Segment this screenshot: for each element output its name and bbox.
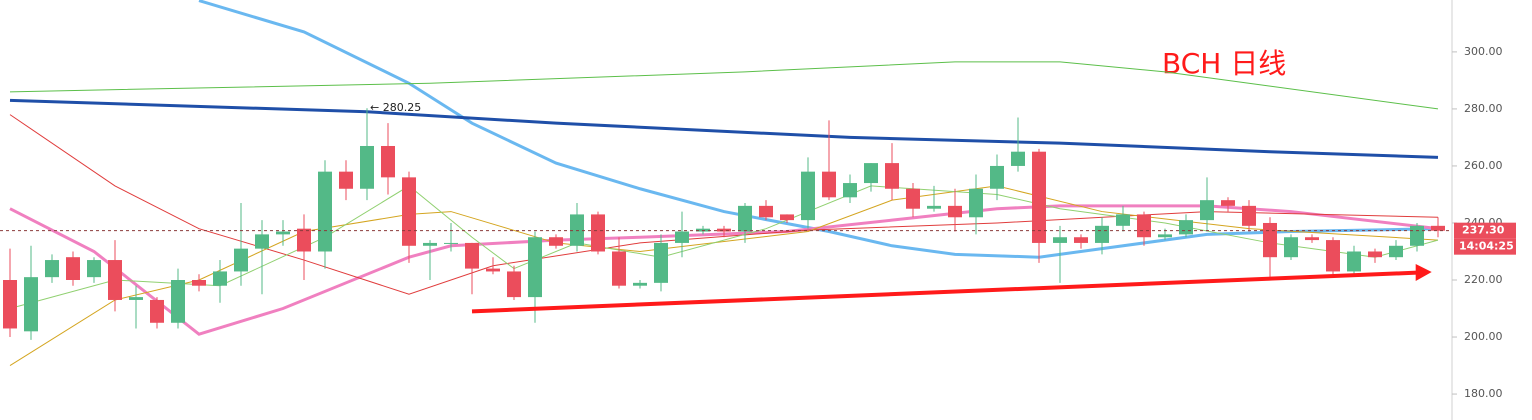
moving-average-line [198, 0, 1439, 259]
moving-average-line [9, 61, 1439, 110]
candle-body [486, 268, 500, 272]
candle-body [843, 183, 857, 198]
candle-body [255, 234, 269, 249]
y-tick-label: 260.00 [1464, 159, 1503, 172]
candle-body [1368, 251, 1382, 258]
candle-body [360, 145, 374, 189]
candle-body [1305, 237, 1319, 241]
candle-body [822, 171, 836, 198]
candle-body [1053, 237, 1067, 243]
candle-body [1179, 220, 1193, 235]
candle-body [444, 242, 458, 244]
trend-arrow-head [1415, 264, 1432, 282]
candle-body [339, 171, 353, 189]
candle-body [129, 297, 143, 300]
candle-body [45, 260, 59, 278]
candle-body [3, 280, 17, 329]
candle-body [192, 280, 206, 286]
candle-body [948, 205, 962, 218]
candle-body [1137, 214, 1151, 238]
candle-body [969, 188, 983, 218]
candle-body [864, 163, 878, 184]
candle-body [1158, 234, 1172, 238]
candle-body [1347, 251, 1361, 272]
y-tick-label: 180.00 [1464, 387, 1503, 400]
candle-body [1326, 240, 1340, 272]
candle-body [885, 163, 899, 189]
candle-body [213, 271, 227, 286]
chart-title: BCH 日线 [1162, 47, 1286, 80]
candle-body [1032, 151, 1046, 243]
high-annotation: ← 280.25 [370, 101, 421, 114]
candle-body [612, 251, 626, 286]
candle-body [654, 242, 668, 283]
candle-body [1221, 200, 1235, 206]
countdown-box [1454, 238, 1516, 255]
candle-body [591, 214, 605, 252]
candle-body [906, 188, 920, 209]
candle-body [738, 205, 752, 232]
countdown-label: 14:04:25 [1459, 240, 1514, 253]
candle-body [1242, 205, 1256, 226]
candle-body [108, 260, 122, 300]
candle-body [1200, 200, 1214, 221]
candle-body [1074, 237, 1088, 243]
y-tick-label: 200.00 [1464, 330, 1503, 343]
candle-body [780, 214, 794, 221]
last-price-box [1454, 222, 1516, 239]
candle-body [381, 145, 395, 178]
moving-average-line [9, 204, 1439, 336]
candle-body [759, 205, 773, 218]
candle-body [1410, 225, 1424, 246]
candle-body [87, 260, 101, 278]
candle-body [1284, 237, 1298, 258]
candle-body [507, 271, 521, 298]
candle-body [549, 237, 563, 246]
candle-body [801, 171, 815, 221]
candle-body [696, 228, 710, 232]
candle-body [24, 277, 38, 332]
candle-body [633, 282, 647, 286]
candle-body [234, 248, 248, 272]
candle-body [66, 257, 80, 280]
candle-body [927, 205, 941, 209]
candle-body [1431, 225, 1445, 231]
y-tick-label: 280.00 [1464, 102, 1503, 115]
trend-arrow-line [471, 270, 1420, 314]
candle-body [1263, 222, 1277, 258]
candle-body [1389, 245, 1403, 258]
last-price-label: 237.30 [1462, 224, 1505, 237]
candle-body [171, 280, 185, 323]
candle-body [1095, 225, 1109, 243]
candle-body [717, 228, 731, 232]
candle-body [276, 231, 290, 235]
candle-body [402, 177, 416, 246]
candle-body [675, 231, 689, 243]
y-tick-label: 300.00 [1464, 45, 1503, 58]
y-tick-label: 220.00 [1464, 273, 1503, 286]
candle-body [1116, 214, 1130, 226]
candle-body [990, 165, 1004, 189]
candle-body [465, 242, 479, 269]
candle-body [318, 171, 332, 252]
candle-body [297, 228, 311, 252]
candle-body [1011, 151, 1025, 166]
candle-body [570, 214, 584, 246]
candle-body [528, 237, 542, 298]
candle-body [150, 299, 164, 323]
candle-body [423, 242, 437, 246]
